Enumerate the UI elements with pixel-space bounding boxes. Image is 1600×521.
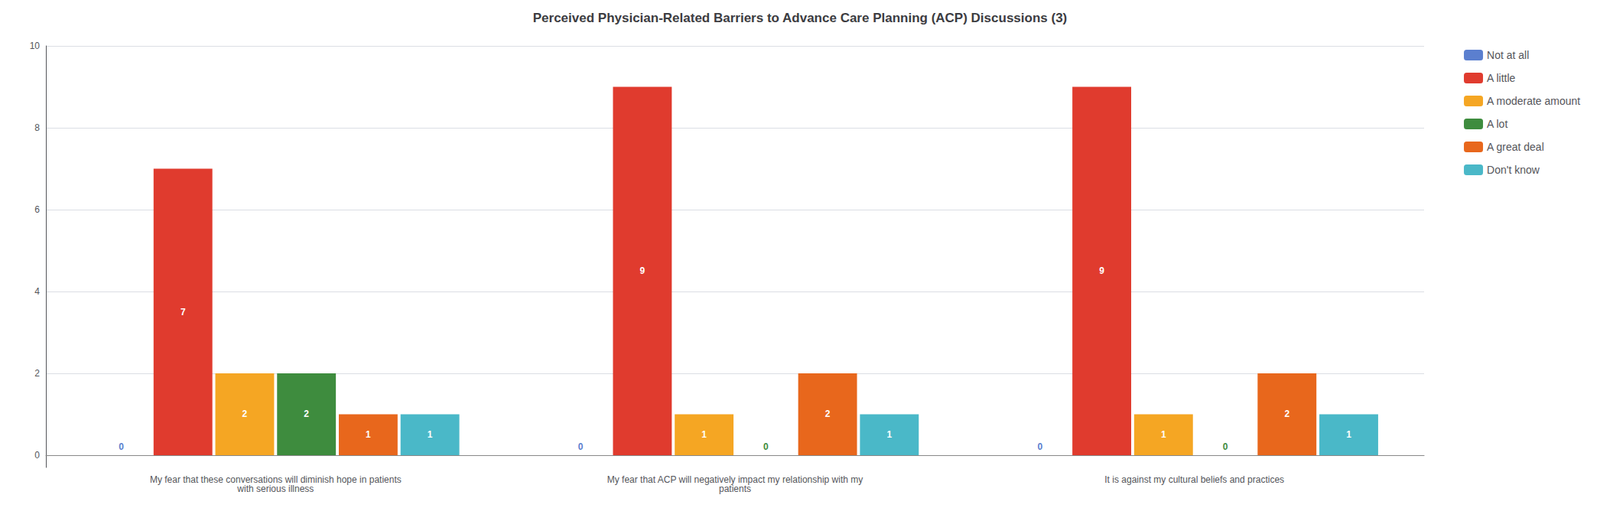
svg-text:0: 0 <box>763 441 769 453</box>
svg-text:4: 4 <box>34 286 40 297</box>
svg-text:Not at all: Not at all <box>1486 48 1529 62</box>
svg-text:9: 9 <box>640 265 646 277</box>
svg-text:with serious illness: with serious illness <box>236 483 314 495</box>
svg-text:8: 8 <box>34 122 40 134</box>
svg-text:patients: patients <box>718 483 752 495</box>
svg-text:6: 6 <box>34 204 40 215</box>
svg-text:0: 0 <box>1037 441 1043 453</box>
svg-text:2: 2 <box>825 408 831 420</box>
svg-text:2: 2 <box>34 367 40 379</box>
svg-text:Don't know: Don't know <box>1486 163 1541 176</box>
svg-text:A lot: A lot <box>1486 117 1508 131</box>
svg-text:My fear that these conversatio: My fear that these conversations will di… <box>149 474 402 485</box>
svg-text:A great deal: A great deal <box>1486 140 1545 153</box>
svg-text:1: 1 <box>427 429 433 440</box>
svg-text:A little: A little <box>1486 71 1516 85</box>
svg-text:0: 0 <box>1222 441 1229 453</box>
svg-text:1: 1 <box>1160 429 1167 440</box>
svg-text:0: 0 <box>34 449 40 461</box>
svg-text:0: 0 <box>578 441 584 453</box>
svg-text:A moderate amount: A moderate amount <box>1486 94 1581 108</box>
svg-text:My fear that ACP will negative: My fear that ACP will negatively impact … <box>607 474 863 485</box>
svg-text:0: 0 <box>118 441 124 453</box>
svg-text:9: 9 <box>1099 265 1105 277</box>
svg-text:10: 10 <box>29 40 41 52</box>
svg-text:1: 1 <box>701 429 707 440</box>
svg-text:It is against my cultural beli: It is against my cultural beliefs and pr… <box>1104 474 1285 485</box>
svg-text:Perceived Physician-Related Ba: Perceived Physician-Related Barriers to … <box>533 10 1068 26</box>
svg-text:1: 1 <box>1346 429 1352 440</box>
svg-text:1: 1 <box>886 429 892 440</box>
svg-text:2: 2 <box>1284 408 1290 420</box>
svg-text:1: 1 <box>365 429 371 440</box>
svg-text:2: 2 <box>303 408 309 420</box>
svg-text:2: 2 <box>242 408 248 420</box>
svg-text:7: 7 <box>180 306 186 318</box>
